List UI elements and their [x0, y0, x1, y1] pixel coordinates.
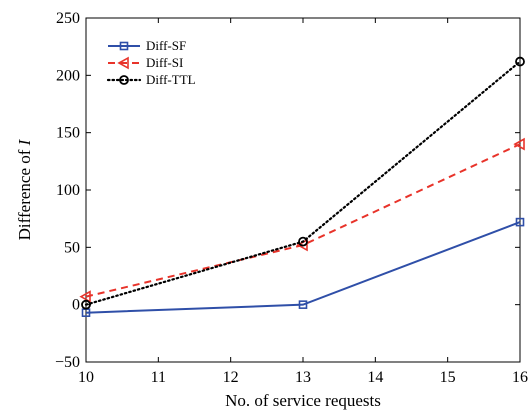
legend-marker	[117, 56, 129, 70]
y-axis: −50 0 50 100 150 200 250	[55, 10, 520, 371]
x-tick-label: 16	[512, 369, 528, 386]
y-tick-label: 150	[56, 125, 80, 142]
y-tick-label: 0	[72, 297, 80, 314]
data-point	[515, 56, 525, 67]
legend-label: Diff-SF	[146, 38, 186, 53]
y-tick-label: 250	[56, 10, 80, 27]
x-tick-label: 15	[440, 369, 456, 386]
data-point	[298, 300, 308, 309]
data-point	[513, 137, 525, 151]
data-point	[81, 299, 91, 310]
y-tick-label: 200	[56, 67, 80, 84]
legend-item: Diff-TTL	[106, 72, 196, 87]
y-tick-label: 50	[64, 239, 80, 256]
data-point	[515, 217, 525, 227]
x-tick-label: 11	[151, 369, 166, 386]
data-point	[298, 236, 308, 247]
legend-item: Diff-SI	[108, 55, 183, 70]
x-tick-label: 13	[295, 369, 311, 386]
legend-label: Diff-SI	[146, 55, 183, 70]
y-axis-label: Difference of I	[15, 138, 34, 240]
series-layer	[79, 56, 525, 317]
x-tick-label: 12	[223, 369, 239, 386]
legend-marker	[119, 41, 129, 51]
x-tick-label: 14	[367, 369, 383, 386]
series-line	[84, 60, 522, 306]
x-axis: 10 11 12 13 14 15 16	[78, 18, 528, 386]
series-diff-ttl	[81, 56, 525, 310]
legend-marker	[119, 75, 129, 85]
legend: Diff-SF Diff-SI Diff-TTL	[102, 34, 222, 96]
y-tick-label: 100	[56, 182, 80, 199]
series-line	[85, 143, 521, 298]
series-line	[85, 221, 521, 314]
data-point	[79, 290, 91, 303]
legend-label: Diff-TTL	[146, 72, 196, 87]
y-tick-label: −50	[55, 354, 80, 371]
legend-item: Diff-SF	[108, 38, 186, 53]
x-tick-label: 10	[78, 369, 94, 386]
x-axis-label: No. of service requests	[225, 391, 381, 410]
